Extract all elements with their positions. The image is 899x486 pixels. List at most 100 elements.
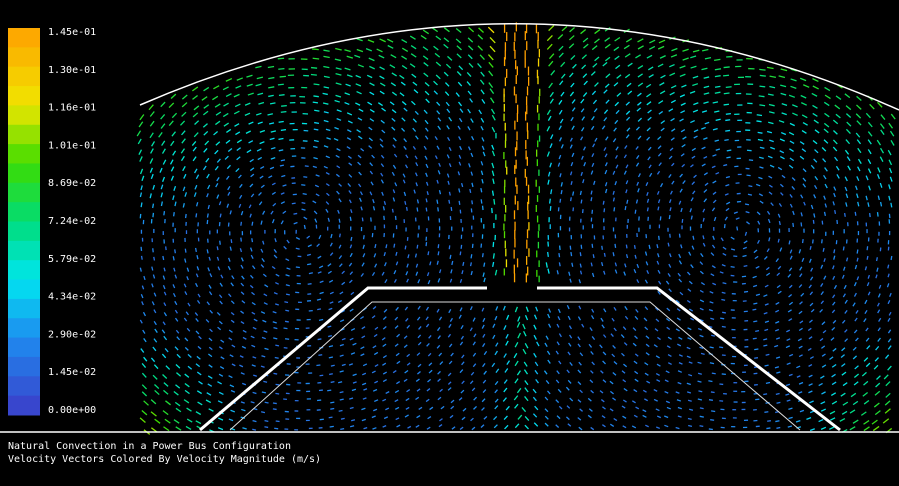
- vector: [748, 194, 752, 195]
- vector: [722, 312, 726, 313]
- colorbar-label: 2.90e-02: [48, 329, 96, 340]
- vector: [285, 310, 289, 311]
- vector: [742, 276, 746, 277]
- vector: [727, 150, 732, 151]
- vector: [307, 264, 311, 265]
- vector: [724, 104, 729, 105]
- vector: [891, 256, 892, 260]
- vector: [756, 121, 761, 122]
- vector: [186, 214, 187, 218]
- vector: [776, 393, 780, 394]
- vector: [426, 242, 427, 246]
- vector: [708, 381, 712, 382]
- vector: [273, 403, 277, 404]
- vector: [472, 200, 473, 204]
- vector: [340, 392, 344, 393]
- vector: [709, 400, 713, 401]
- vector: [329, 357, 333, 358]
- vector: [319, 320, 323, 321]
- colorbar-label: 5.79e-02: [48, 254, 96, 265]
- vector: [339, 410, 343, 411]
- colorbar-band: [8, 222, 40, 242]
- vector: [711, 392, 715, 393]
- vector: [185, 249, 186, 253]
- vector: [591, 197, 592, 201]
- vector: [614, 207, 615, 211]
- vector: [241, 238, 242, 242]
- vector: [888, 265, 889, 269]
- vector: [463, 262, 464, 266]
- vector: [265, 421, 269, 422]
- caption-line: Velocity Vectors Colored By Velocity Mag…: [8, 454, 321, 465]
- vector: [331, 365, 335, 366]
- vector: [417, 208, 418, 212]
- vector: [722, 327, 726, 328]
- vector: [867, 246, 868, 250]
- vector: [649, 245, 650, 249]
- vector: [438, 244, 439, 248]
- vector: [870, 213, 871, 217]
- vector: [313, 96, 318, 97]
- vector: [313, 147, 317, 148]
- vector: [700, 426, 704, 427]
- vector: [744, 292, 748, 293]
- vector: [314, 84, 320, 85]
- colorbar-label: 1.16e-01: [48, 103, 96, 114]
- vector: [551, 189, 552, 194]
- vector: [220, 241, 221, 245]
- vector: [154, 257, 155, 261]
- vector: [776, 428, 780, 429]
- vector: [749, 160, 753, 161]
- vector: [843, 247, 844, 251]
- colorbar-label: 4.34e-02: [48, 292, 96, 303]
- vector: [723, 283, 727, 284]
- vector: [141, 203, 142, 208]
- vector: [417, 245, 418, 249]
- colorbar-band: [8, 338, 40, 358]
- vector: [688, 418, 692, 419]
- vector: [252, 429, 256, 430]
- colorbar-label: 8.69e-02: [48, 178, 96, 189]
- vector: [726, 114, 731, 115]
- vector: [760, 75, 766, 76]
- vector: [693, 236, 694, 240]
- vector: [711, 411, 715, 412]
- colorbar-band: [8, 86, 40, 106]
- colorbar-band: [8, 318, 40, 338]
- vector: [745, 204, 749, 205]
- vector: [173, 256, 174, 260]
- vector: [164, 211, 165, 215]
- vector: [803, 239, 804, 243]
- vector: [834, 249, 835, 253]
- vector: [285, 339, 289, 340]
- vector: [175, 249, 176, 253]
- vector: [737, 226, 738, 230]
- vector: [471, 262, 472, 266]
- vector: [275, 393, 279, 394]
- vector: [426, 208, 427, 212]
- colorbar-band: [8, 163, 40, 183]
- vector: [279, 121, 284, 122]
- vector: [709, 429, 713, 430]
- vector: [329, 374, 333, 375]
- vector: [340, 429, 344, 430]
- vector: [459, 188, 460, 192]
- vector: [230, 247, 231, 251]
- vector: [285, 321, 289, 322]
- colorbar-band: [8, 183, 40, 203]
- vector: [309, 273, 313, 274]
- vector: [573, 191, 574, 195]
- vector: [572, 263, 573, 267]
- vector: [293, 213, 297, 214]
- vector: [825, 212, 826, 216]
- vector: [723, 75, 729, 76]
- vector: [296, 248, 300, 249]
- vector: [426, 198, 427, 202]
- vector: [207, 214, 208, 218]
- vector: [766, 383, 770, 384]
- vector: [719, 347, 723, 348]
- vector: [275, 345, 279, 346]
- vector: [626, 245, 627, 249]
- vector: [835, 210, 836, 214]
- vector: [658, 207, 659, 211]
